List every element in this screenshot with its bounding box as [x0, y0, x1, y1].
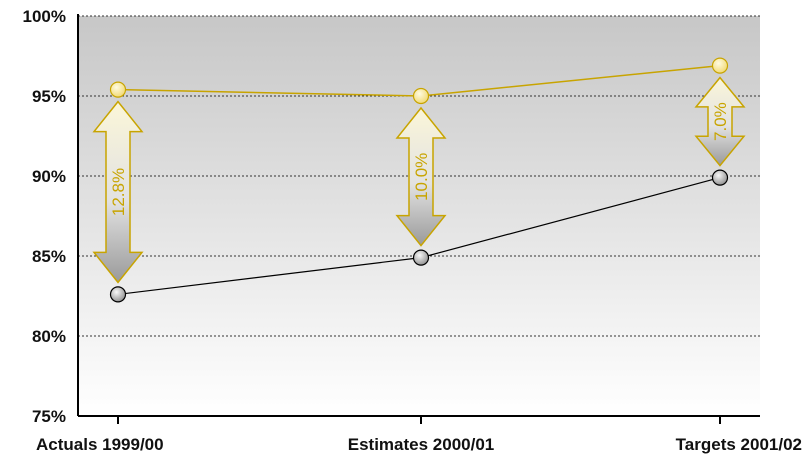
lower-series-point — [109, 286, 127, 303]
lower-series-point — [711, 169, 729, 186]
lower-series-point — [412, 249, 430, 266]
y-tick-label: 85% — [32, 247, 66, 266]
y-tick-label: 75% — [32, 407, 66, 426]
gap-arrow — [694, 76, 746, 167]
gap-arrow — [395, 106, 447, 247]
upper-series-point — [711, 57, 729, 74]
y-tick-label: 100% — [23, 7, 66, 26]
axes: 75% 80% 85% 90% 95% 100% Actuals 1999/00 Estima… — [23, 7, 802, 454]
series-lines — [109, 57, 729, 303]
upper-series-point — [412, 87, 430, 105]
x-tick-label: Targets 2001/02 — [676, 435, 802, 454]
gap-arrows: 12.8% 10.0% 7.0% — [92, 76, 746, 284]
upper-series-point — [109, 81, 127, 98]
x-tick-label: Estimates 2000/01 — [348, 435, 495, 454]
gap-label: 12.8% — [109, 168, 128, 216]
y-tick-label: 80% — [32, 327, 66, 346]
y-tick-label: 90% — [32, 167, 66, 186]
gap-label: 10.0% — [412, 153, 431, 201]
gap-arrow — [92, 100, 144, 284]
y-tick-label: 95% — [32, 87, 66, 106]
x-tick-label: Actuals 1999/00 — [36, 435, 164, 454]
gap-label: 7.0% — [711, 102, 730, 141]
